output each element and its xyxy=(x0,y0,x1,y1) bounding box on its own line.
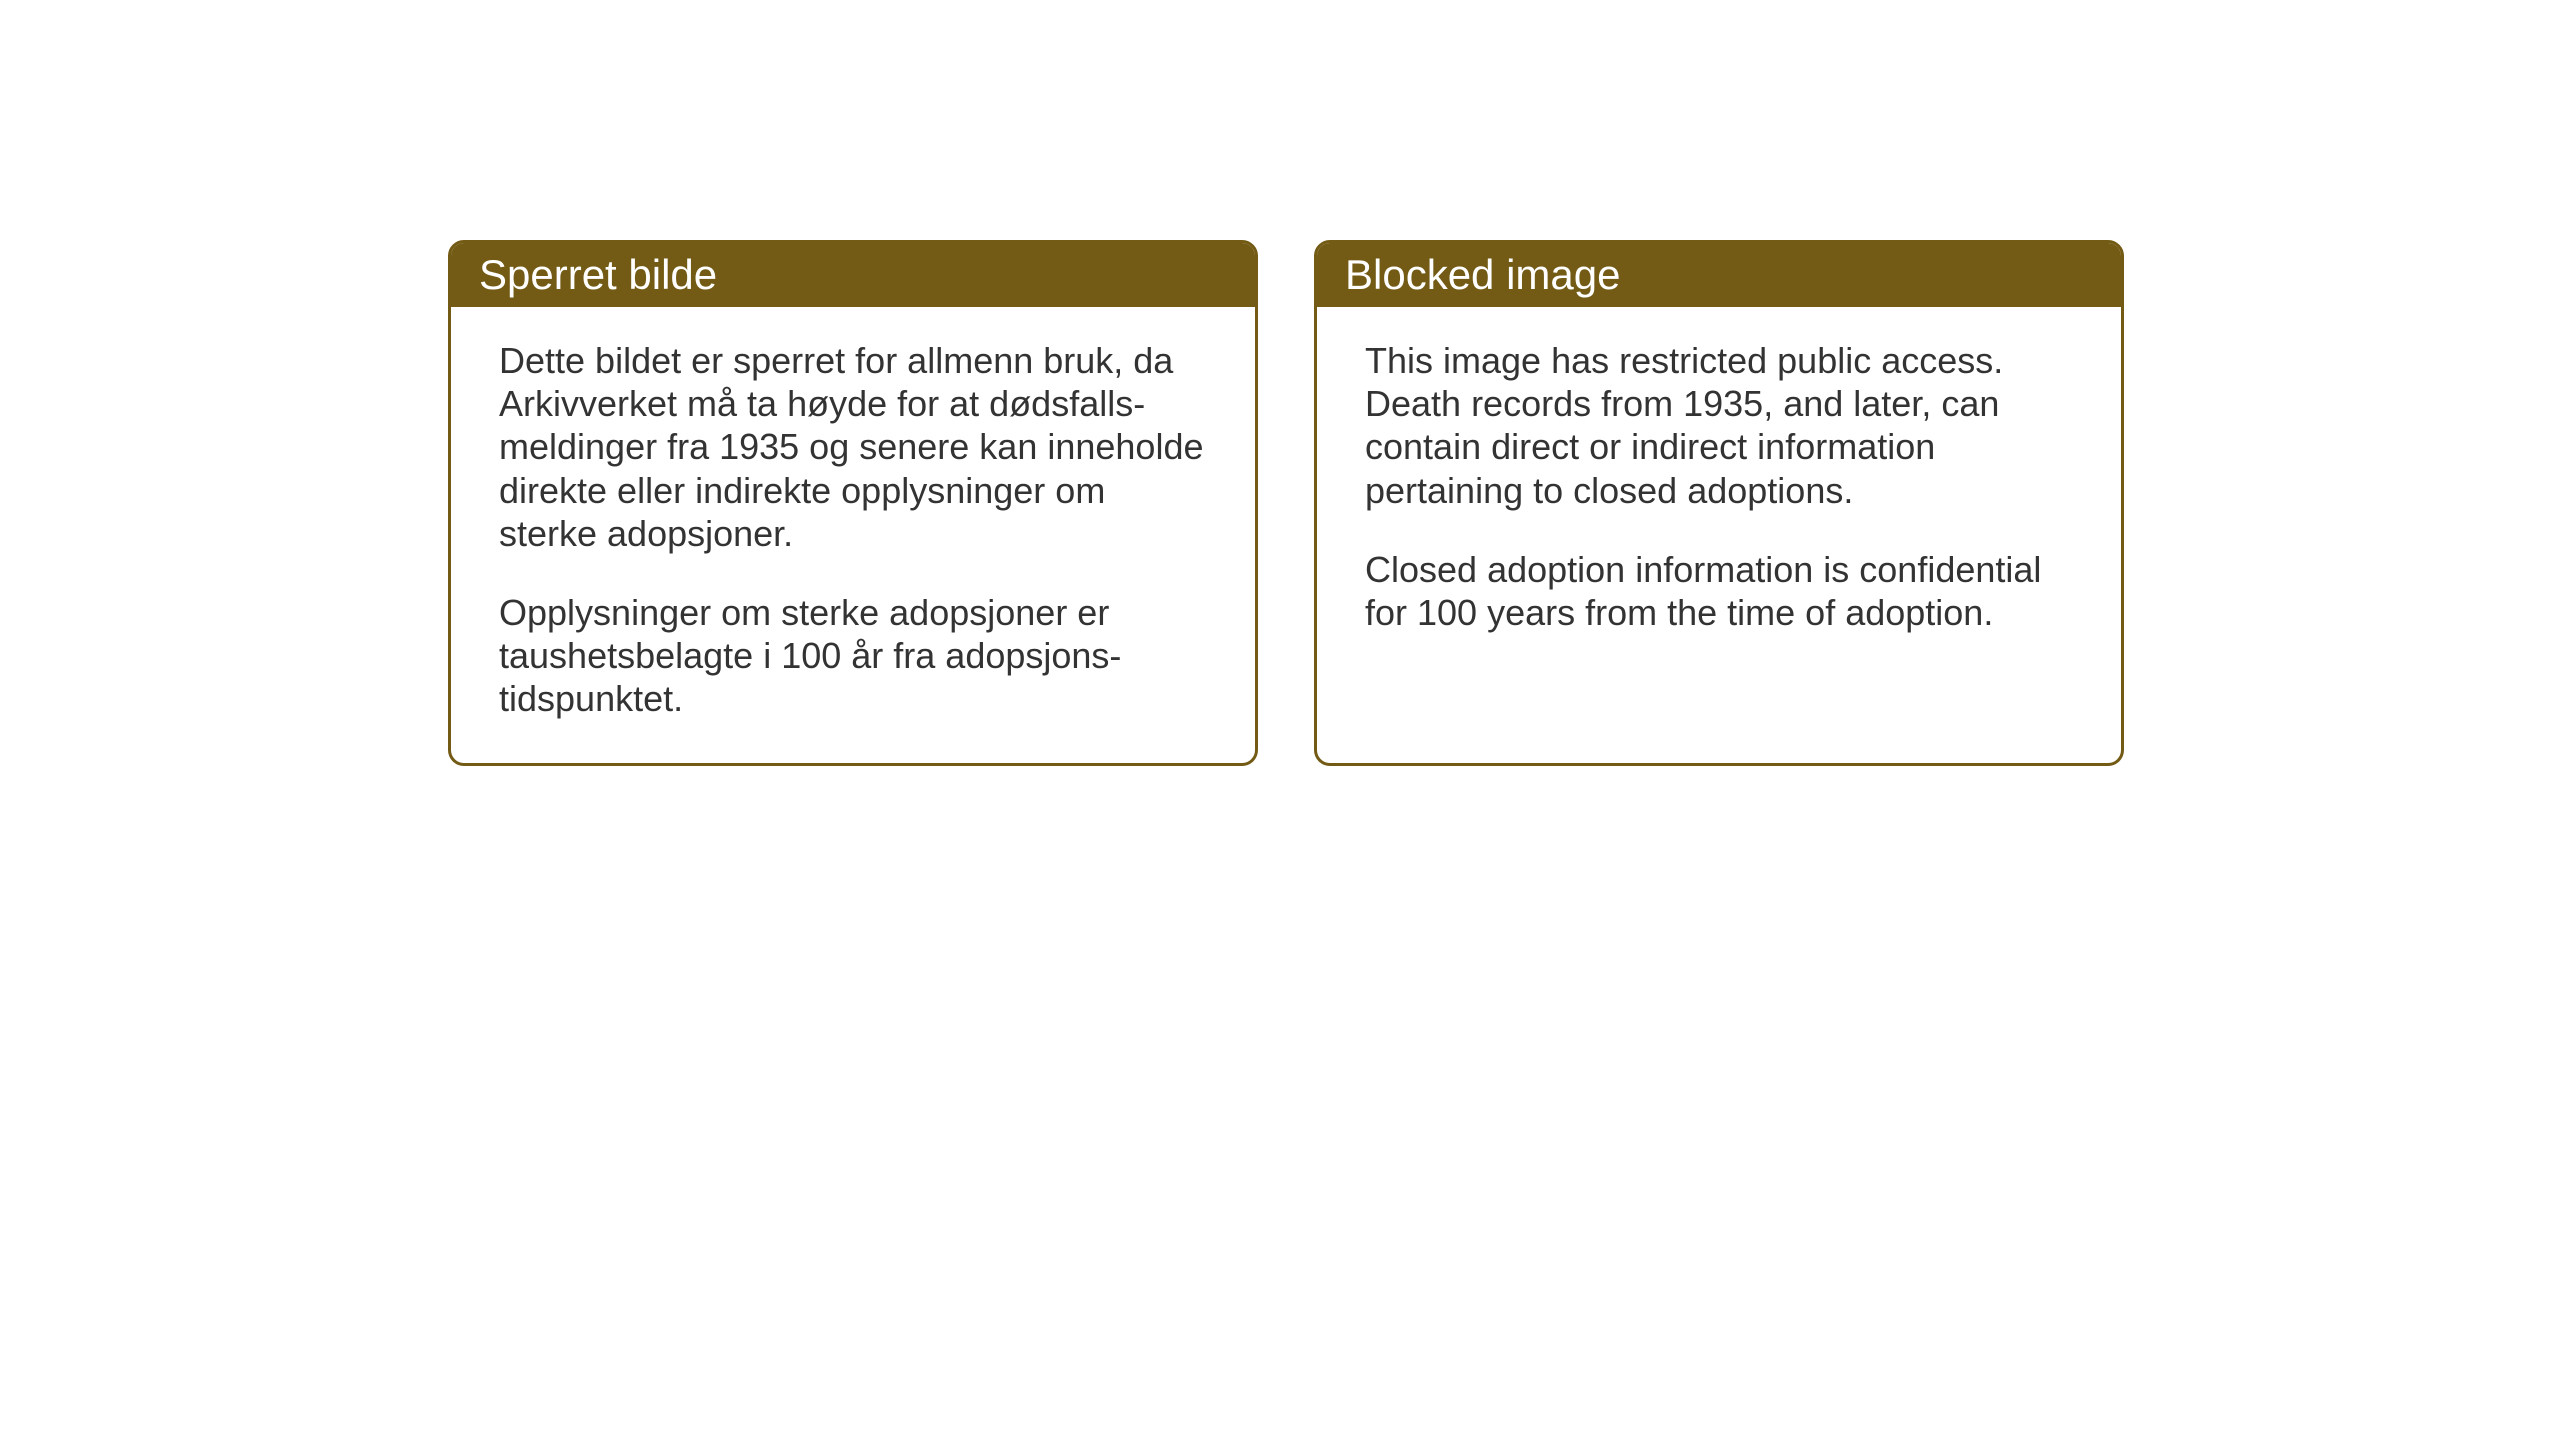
card-body-norwegian: Dette bildet er sperret for allmenn bruk… xyxy=(451,307,1255,763)
card-header-english: Blocked image xyxy=(1317,243,2121,307)
card-body-english: This image has restricted public access.… xyxy=(1317,307,2121,676)
card-header-norwegian: Sperret bilde xyxy=(451,243,1255,307)
notice-container: Sperret bilde Dette bildet er sperret fo… xyxy=(448,240,2124,766)
paragraph-text: Dette bildet er sperret for allmenn bruk… xyxy=(499,339,1207,555)
paragraph-text: This image has restricted public access.… xyxy=(1365,339,2073,512)
notice-card-english: Blocked image This image has restricted … xyxy=(1314,240,2124,766)
paragraph-text: Closed adoption information is confident… xyxy=(1365,548,2073,634)
paragraph-text: Opplysninger om sterke adopsjoner er tau… xyxy=(499,591,1207,721)
notice-card-norwegian: Sperret bilde Dette bildet er sperret fo… xyxy=(448,240,1258,766)
